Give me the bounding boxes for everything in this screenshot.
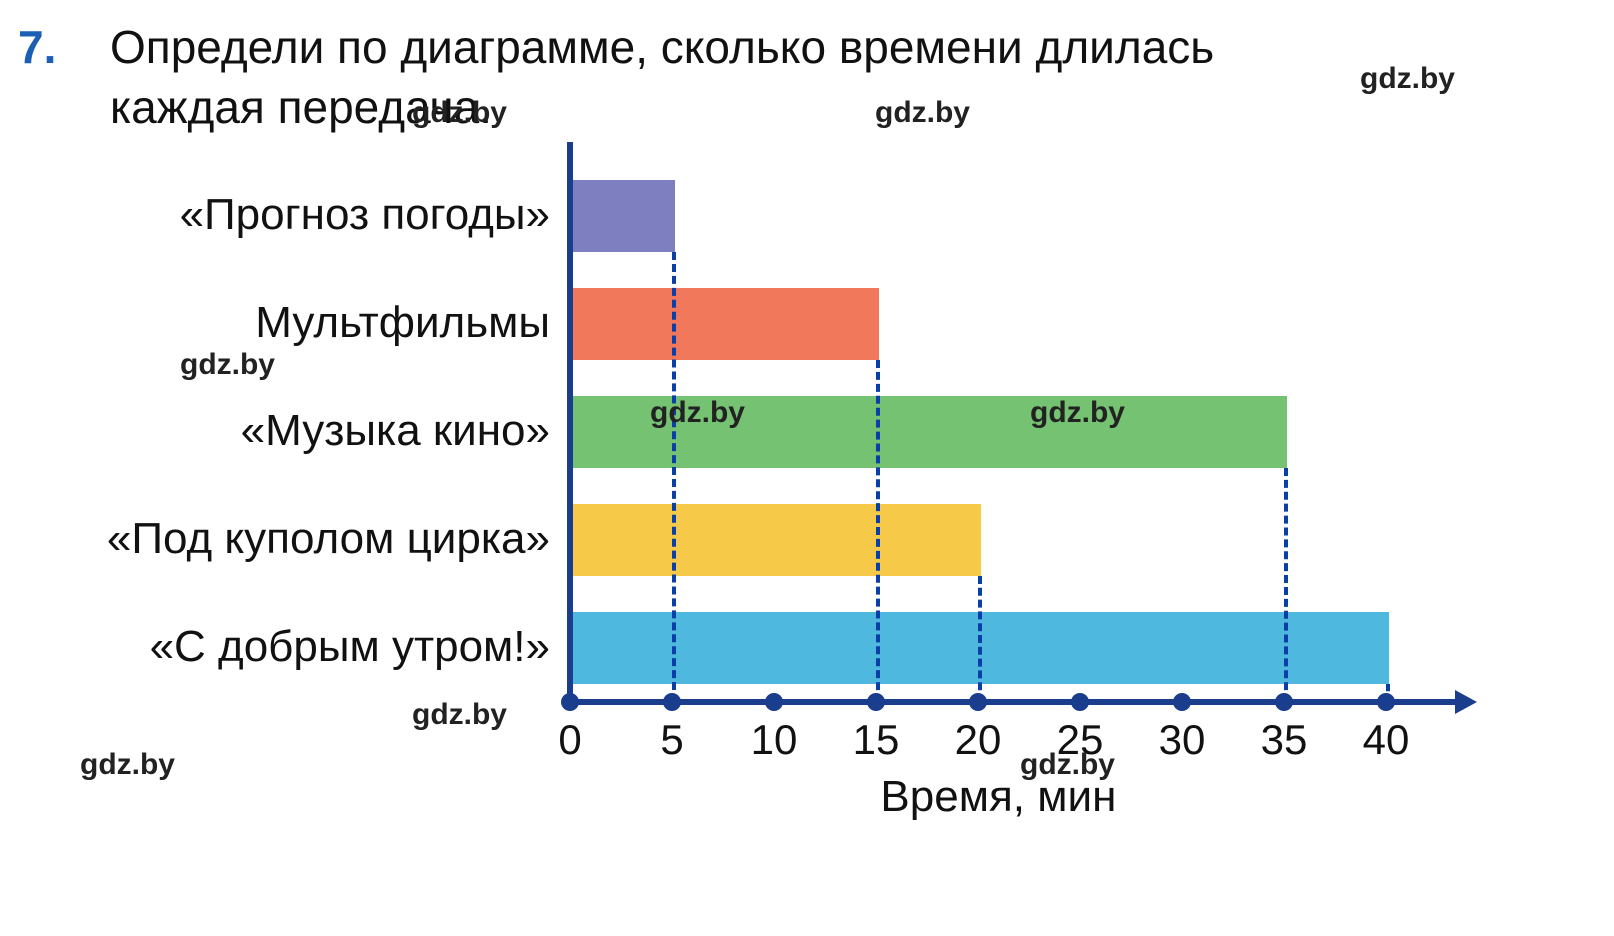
drop-line — [876, 360, 880, 702]
drop-line — [978, 576, 982, 702]
x-tick-dot — [561, 693, 579, 711]
x-tick-label: 40 — [1346, 716, 1426, 764]
bar — [573, 180, 675, 252]
x-tick-label: 30 — [1142, 716, 1222, 764]
bar-chart: «Прогноз погоды» Мультфильмы «Музыка кино»… — [0, 0, 1614, 936]
x-tick-dot — [867, 693, 885, 711]
x-axis-arrow — [1455, 690, 1477, 714]
watermark: gdz.by — [1020, 748, 1115, 782]
watermark: gdz.by — [412, 698, 507, 732]
x-tick-dot — [1377, 693, 1395, 711]
drop-line — [672, 252, 676, 702]
x-tick-label: 5 — [632, 716, 712, 764]
watermark: gdz.by — [1030, 396, 1125, 430]
category-label: «Прогноз погоды» — [0, 190, 550, 240]
x-tick-label: 15 — [836, 716, 916, 764]
watermark: gdz.by — [1360, 62, 1455, 96]
x-tick-label: 0 — [530, 716, 610, 764]
x-tick-label: 35 — [1244, 716, 1324, 764]
x-tick-label: 20 — [938, 716, 1018, 764]
category-label: Мультфильмы — [0, 298, 550, 348]
watermark: gdz.by — [412, 96, 507, 130]
x-tick-dot — [969, 693, 987, 711]
drop-line — [1284, 468, 1288, 702]
x-axis-title: Время, мин — [570, 772, 1427, 822]
bar — [573, 504, 981, 576]
category-label: «Музыка кино» — [0, 406, 550, 456]
x-tick-dot — [765, 693, 783, 711]
bar — [573, 288, 879, 360]
watermark: gdz.by — [875, 96, 970, 130]
x-tick-dot — [663, 693, 681, 711]
watermark: gdz.by — [80, 748, 175, 782]
x-tick-label: 10 — [734, 716, 814, 764]
watermark: gdz.by — [180, 348, 275, 382]
x-tick-dot — [1275, 693, 1293, 711]
watermark: gdz.by — [650, 396, 745, 430]
category-label: «С добрым утром!» — [0, 622, 550, 672]
x-tick-dot — [1071, 693, 1089, 711]
category-label: «Под куполом цирка» — [0, 514, 550, 564]
x-axis — [570, 699, 1457, 705]
x-tick-dot — [1173, 693, 1191, 711]
